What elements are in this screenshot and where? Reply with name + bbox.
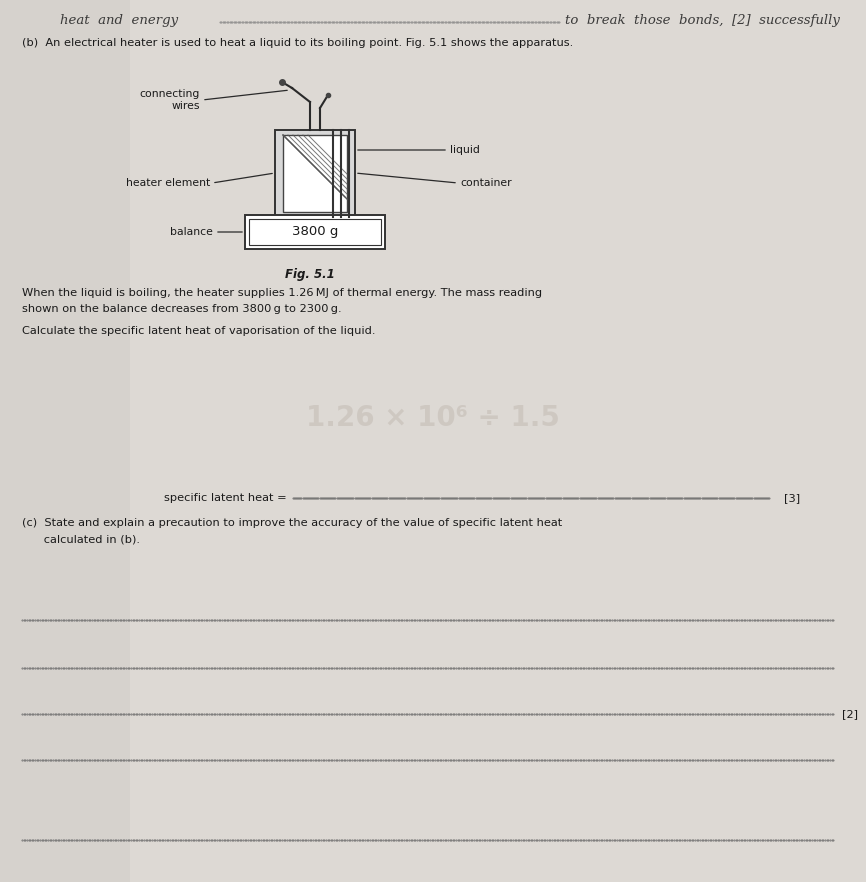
Text: Calculate the specific latent heat of vaporisation of the liquid.: Calculate the specific latent heat of va… [22,326,376,336]
FancyBboxPatch shape [249,219,381,245]
Text: specific latent heat =: specific latent heat = [164,493,290,503]
Text: (b)  An electrical heater is used to heat a liquid to its boiling point. Fig. 5.: (b) An electrical heater is used to heat… [22,38,573,48]
Text: to  break  those  bonds,  [2]  successfully: to break those bonds, [2] successfully [565,14,840,27]
Text: shown on the balance decreases from 3800 g to 2300 g.: shown on the balance decreases from 3800… [22,304,341,314]
FancyBboxPatch shape [245,215,385,249]
Text: heat  and  energy: heat and energy [60,14,178,27]
Text: container: container [460,178,512,188]
Text: [3]: [3] [784,493,800,503]
Bar [0,0,130,882]
Text: (c)  State and explain a precaution to improve the accuracy of the value of spec: (c) State and explain a precaution to im… [22,518,562,528]
Text: liquid: liquid [450,145,480,155]
FancyBboxPatch shape [283,135,347,212]
FancyBboxPatch shape [275,130,355,217]
Text: When the liquid is boiling, the heater supplies 1.26 MJ of thermal energy. The m: When the liquid is boiling, the heater s… [22,288,542,298]
Text: 3800 g: 3800 g [292,226,339,238]
Text: connecting
wires: connecting wires [139,89,200,111]
Text: calculated in (b).: calculated in (b). [22,534,140,544]
Text: Fig. 5.1: Fig. 5.1 [285,268,335,281]
Text: heater element: heater element [126,178,210,188]
Text: 1.26 × 10⁶ ÷ 1.5: 1.26 × 10⁶ ÷ 1.5 [306,404,560,432]
Text: balance: balance [170,227,213,237]
Text: [2]: [2] [842,709,858,719]
